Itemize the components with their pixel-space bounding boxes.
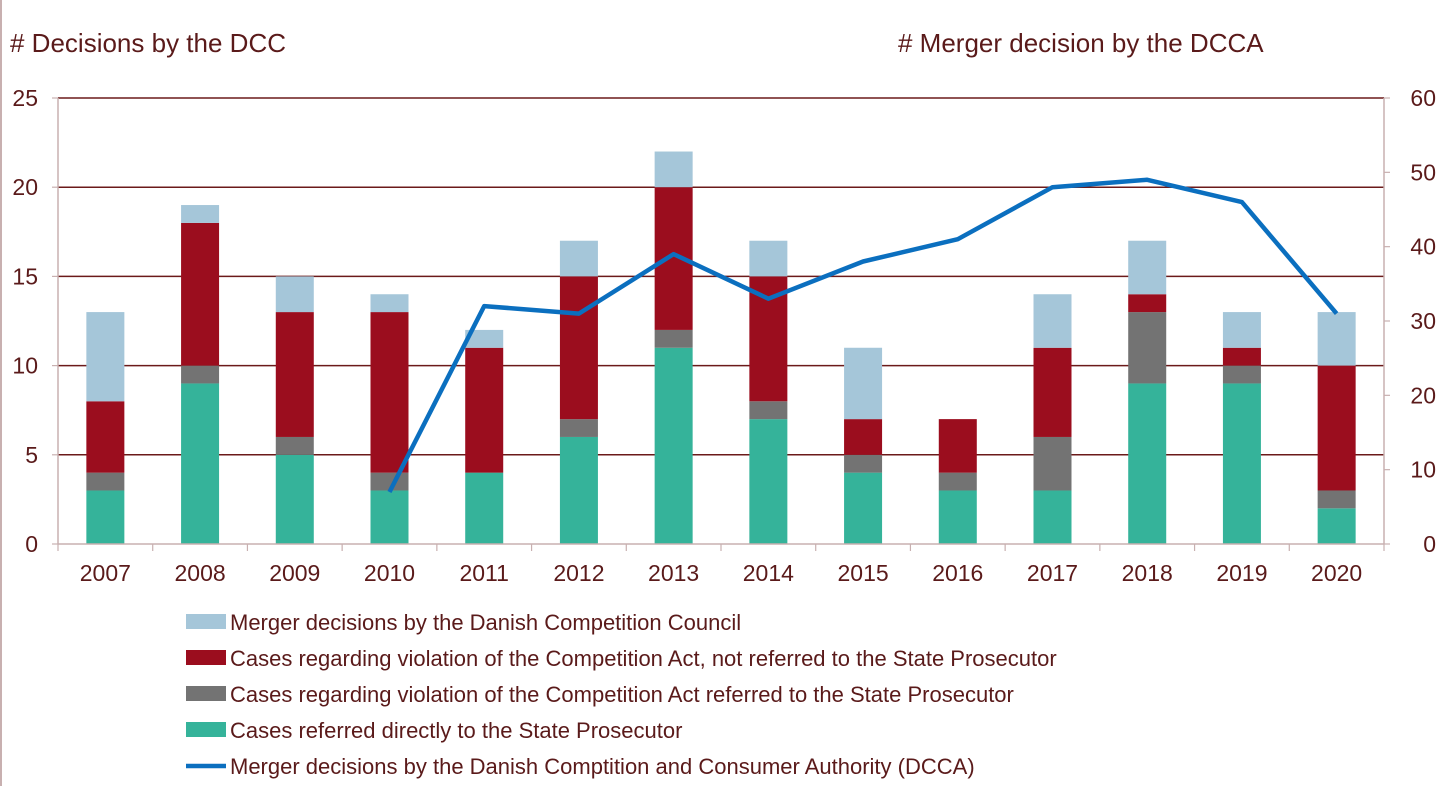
right-tick-label-30: 30 [1410, 308, 1436, 334]
bar-2009-series-4 [275, 276, 314, 313]
bar-2014-series-1 [749, 419, 788, 544]
bar-2016-series-2 [938, 472, 977, 491]
bar-2007-series-2 [86, 472, 125, 491]
x-tick-label-2017: 2017 [1027, 560, 1078, 586]
left-tick-label-0: 0 [25, 531, 38, 557]
bar-2009-series-2 [275, 436, 314, 455]
right-axis-title: # Merger decision by the DCCA [898, 28, 1264, 58]
bar-2011-series-4 [465, 329, 504, 348]
legend-swatch-4 [186, 722, 226, 737]
right-tick-label-60: 60 [1410, 85, 1436, 111]
legend-label-5: Merger decisions by the Danish Comptitio… [230, 754, 975, 779]
bar-2013-series-4 [654, 151, 693, 188]
legend-layer: Merger decisions by the Danish Competiti… [186, 610, 1057, 779]
bar-2018-series-2 [1128, 312, 1167, 384]
x-tick-label-2016: 2016 [932, 560, 983, 586]
x-tick-label-2020: 2020 [1311, 560, 1362, 586]
bar-2015-series-2 [844, 454, 883, 473]
right-tick-label-20: 20 [1410, 382, 1436, 408]
right-tick-label-40: 40 [1410, 234, 1436, 260]
bar-2010-series-3 [370, 312, 409, 473]
legend-label-4: Cases referred directly to the State Pro… [230, 718, 682, 743]
bar-2007-series-4 [86, 312, 125, 402]
bar-2011-series-1 [465, 472, 504, 544]
x-tick-label-2011: 2011 [459, 560, 508, 586]
bar-2020-series-3 [1317, 365, 1356, 491]
bar-2008-series-4 [181, 205, 220, 223]
bar-2018-series-4 [1128, 240, 1167, 295]
x-tick-label-2015: 2015 [837, 560, 888, 586]
left-axis-title: # Decisions by the DCC [10, 28, 286, 58]
x-tick-label-2014: 2014 [743, 560, 794, 586]
legend-label-3: Cases regarding violation of the Competi… [230, 682, 1014, 707]
bar-2019-series-2 [1222, 365, 1261, 384]
bar-2016-series-1 [938, 490, 977, 544]
axis-layer: 0 5 10 15 20 25 0 10 20 30 40 50 60 2007 2008 2009 2010 2… [12, 85, 1436, 586]
bar-layer [86, 151, 1356, 544]
bar-2009-series-1 [275, 454, 314, 544]
bar-2017-series-2 [1033, 436, 1072, 491]
x-tick-label-2012: 2012 [553, 560, 604, 586]
bar-2013-series-1 [654, 347, 693, 544]
left-tick-label-25: 25 [12, 85, 38, 111]
legend-label-2: Cases regarding violation of the Competi… [230, 646, 1057, 671]
left-tick-label-20: 20 [12, 174, 38, 200]
bar-2018-series-3 [1128, 294, 1167, 313]
x-tick-label-2008: 2008 [174, 560, 225, 586]
left-tick-label-5: 5 [25, 442, 38, 468]
bar-2010-series-1 [370, 490, 409, 544]
bar-2017-series-3 [1033, 347, 1072, 437]
bar-2007-series-1 [86, 490, 125, 544]
bar-2012-series-1 [559, 436, 598, 544]
bar-2019-series-4 [1222, 312, 1261, 348]
left-tick-label-15: 15 [12, 263, 38, 289]
x-tick-label-2013: 2013 [648, 560, 699, 586]
bar-2016-series-3 [938, 419, 977, 473]
x-tick-label-2010: 2010 [364, 560, 415, 586]
bar-2018-series-1 [1128, 383, 1167, 544]
bar-2012-series-4 [559, 240, 598, 277]
bar-2015-series-3 [844, 419, 883, 455]
right-tick-label-10: 10 [1410, 457, 1436, 483]
legend-swatch-3 [186, 686, 226, 701]
bar-2015-series-1 [844, 472, 883, 544]
bar-2019-series-3 [1222, 347, 1261, 366]
bar-2008-series-2 [181, 365, 220, 384]
bar-2012-series-3 [559, 276, 598, 420]
bar-2020-series-4 [1317, 312, 1356, 366]
x-tick-label-2009: 2009 [269, 560, 320, 586]
bar-2011-series-3 [465, 347, 504, 473]
bar-2014-series-2 [749, 401, 788, 420]
bar-2007-series-3 [86, 401, 125, 473]
bar-2019-series-1 [1222, 383, 1261, 544]
bar-2020-series-1 [1317, 508, 1356, 544]
legend-swatch-2 [186, 650, 226, 665]
bar-2020-series-2 [1317, 490, 1356, 509]
bar-2010-series-4 [370, 294, 409, 313]
bar-2008-series-1 [181, 383, 220, 544]
right-tick-label-50: 50 [1410, 159, 1436, 185]
bar-2008-series-3 [181, 222, 220, 366]
bar-2017-series-1 [1033, 490, 1072, 544]
x-tick-label-2018: 2018 [1122, 560, 1173, 586]
legend-label-1: Merger decisions by the Danish Competiti… [230, 610, 741, 635]
bar-2017-series-4 [1033, 294, 1072, 348]
left-tick-label-10: 10 [12, 353, 38, 379]
bar-2014-series-4 [749, 240, 788, 277]
x-tick-label-2007: 2007 [80, 560, 131, 586]
right-tick-label-0: 0 [1423, 531, 1436, 557]
bar-2015-series-4 [844, 347, 883, 420]
line-layer [387, 177, 1339, 494]
bar-2012-series-2 [559, 419, 598, 437]
legend-swatch-1 [186, 614, 226, 629]
bar-2013-series-2 [654, 329, 693, 348]
x-tick-label-2019: 2019 [1216, 560, 1267, 586]
bar-2009-series-3 [275, 312, 314, 437]
